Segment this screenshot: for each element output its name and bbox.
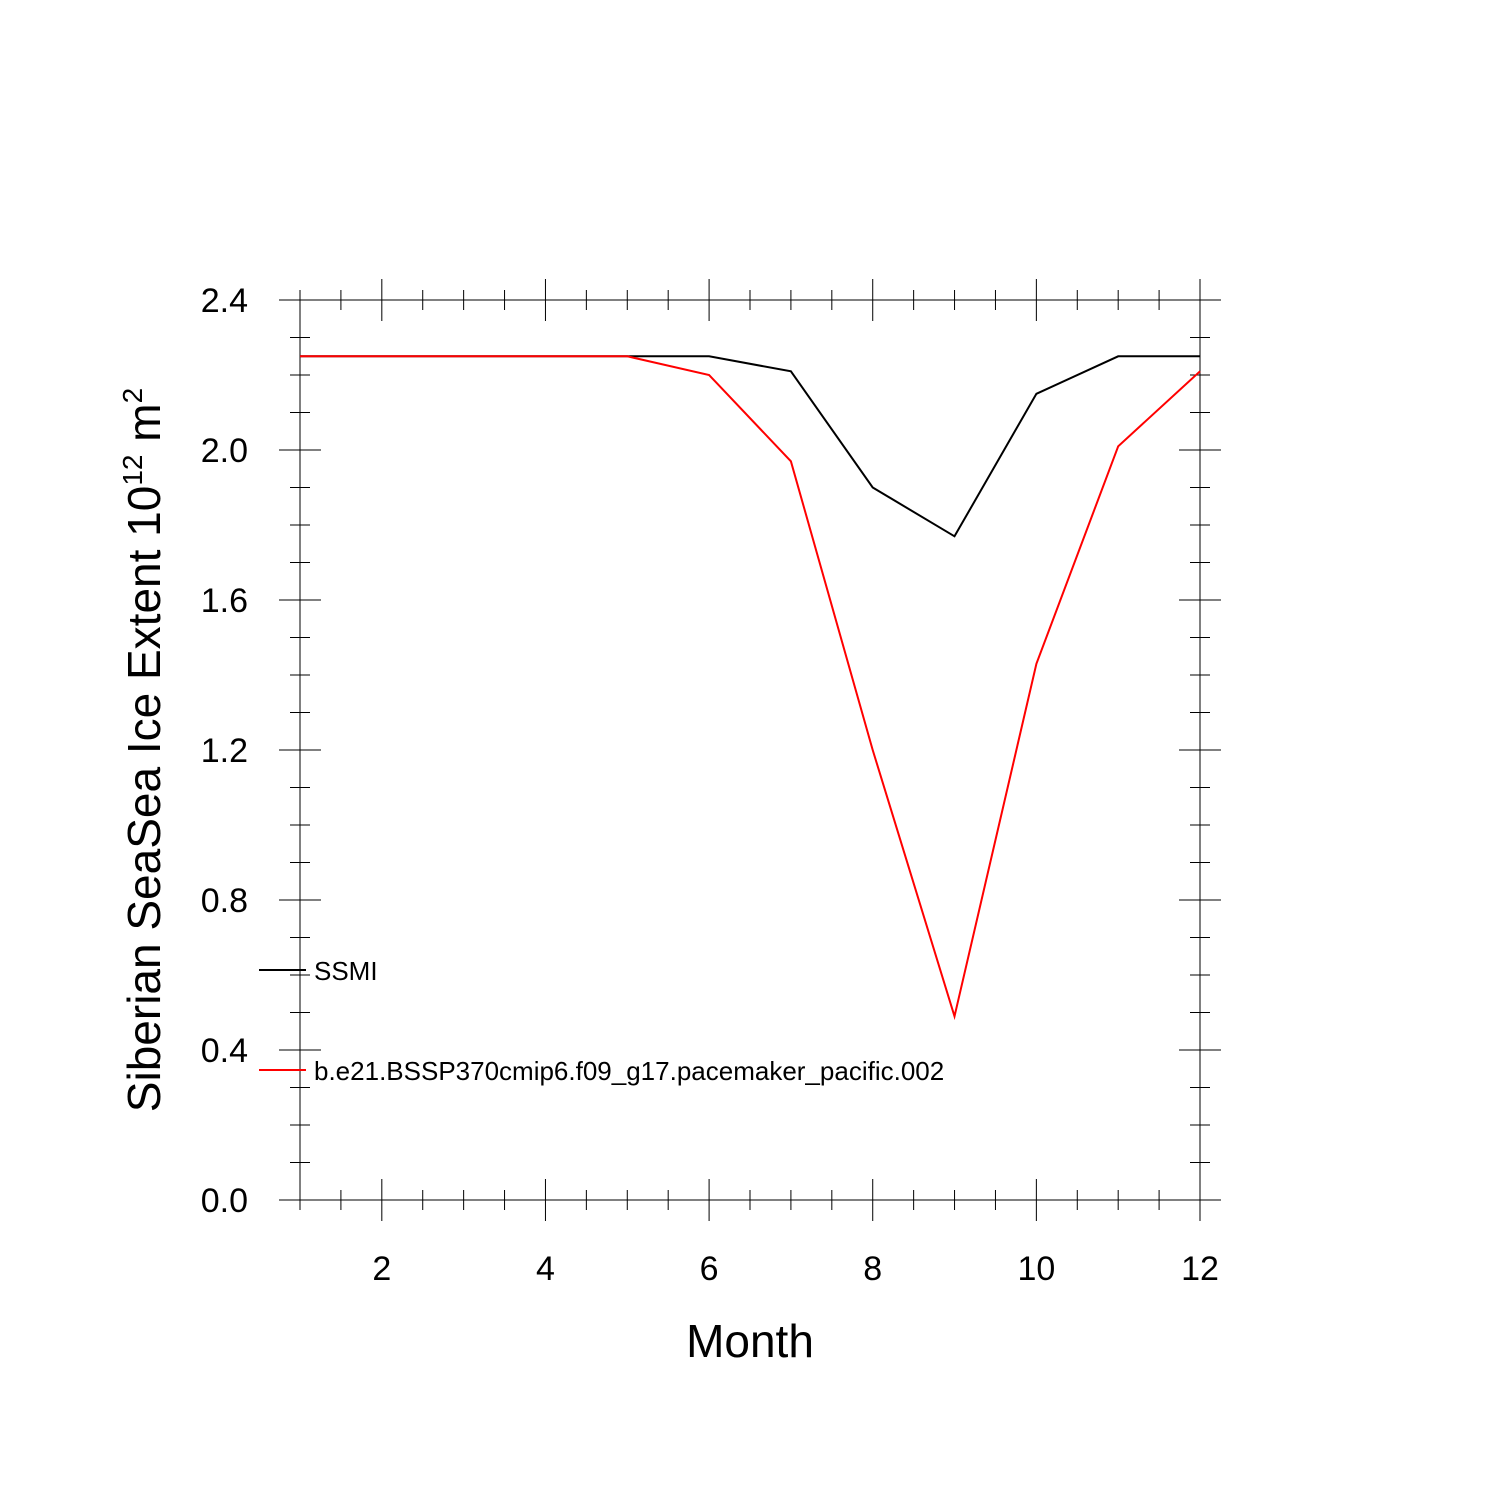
legend-label: b.e21.BSSP370cmip6.f09_g17.pacemaker_pac…	[314, 1056, 944, 1086]
axis-ticks	[279, 279, 1221, 1221]
x-tick-label: 6	[700, 1250, 719, 1288]
series-line-2	[300, 355, 1201, 1021]
y-tick-label: 0.8	[201, 882, 248, 920]
x-tick-label: 12	[1181, 1250, 1219, 1288]
x-tick-label: 4	[536, 1250, 555, 1288]
x-tick-label: 2	[372, 1250, 391, 1288]
series-line-1	[300, 355, 1200, 538]
y-axis-title-unit-exponent: 2	[117, 388, 148, 404]
x-tick-label: 8	[863, 1250, 882, 1288]
y-tick-label: 1.2	[201, 732, 248, 770]
y-tick-label: 0.4	[201, 1032, 248, 1070]
y-axis-title-unit: m	[118, 403, 170, 454]
x-tick-label: 10	[1017, 1250, 1055, 1288]
series-lines	[300, 355, 1201, 1021]
legend-label: SSMI	[314, 956, 378, 986]
y-tick-label: 0.0	[201, 1182, 248, 1220]
y-axis-title-main: Siberian SeaSea Ice Extent 10	[118, 486, 170, 1113]
tick-labels: 2 4 6 8 10 12 0.0 0.4 0.8 1.2 1.6 2.0 2.4	[201, 282, 1219, 1288]
y-tick-label: 1.6	[201, 582, 248, 620]
y-axis-title-exponent: 12	[117, 455, 148, 486]
y-axis-title: Siberian SeaSea Ice Extent 1012 m2	[117, 388, 170, 1112]
x-axis-title: Month	[686, 1315, 814, 1367]
y-tick-label: 2.4	[201, 282, 248, 320]
legend: SSMI b.e21.BSSP370cmip6.f09_g17.pacemaker…	[259, 956, 944, 1086]
y-tick-label: 2.0	[201, 432, 248, 470]
